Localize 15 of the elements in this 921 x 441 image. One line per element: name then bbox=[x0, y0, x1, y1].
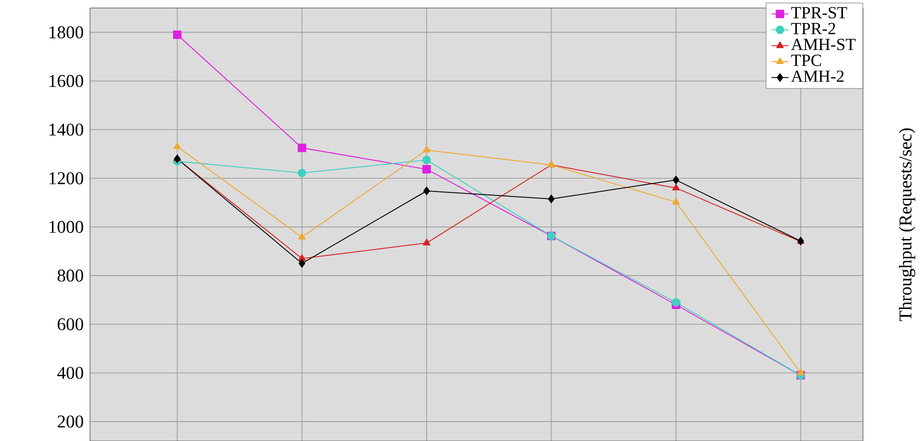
y-tick-label: 600 bbox=[58, 318, 84, 330]
y-tick-label: 200 bbox=[58, 415, 84, 428]
y-tick-label: 800 bbox=[58, 270, 84, 282]
y-tick-label: 1000 bbox=[50, 220, 84, 233]
y-axis-title: Throughput (Requests/sec) bbox=[898, 128, 916, 322]
legend-label: TPC bbox=[791, 54, 822, 66]
legend-label: TPR-2 bbox=[791, 22, 836, 34]
y-tick-label: 400 bbox=[57, 366, 84, 379]
y-tick-label: 1200 bbox=[50, 172, 84, 184]
y-tick-label: 1600 bbox=[50, 74, 84, 88]
y-tick-label: 1400 bbox=[50, 124, 84, 136]
legend-label: AMH-2 bbox=[791, 70, 844, 82]
legend-label: AMH-ST bbox=[791, 38, 856, 50]
y-tick-label: 1800 bbox=[50, 26, 84, 38]
legend-label: TPR-ST bbox=[791, 6, 848, 18]
